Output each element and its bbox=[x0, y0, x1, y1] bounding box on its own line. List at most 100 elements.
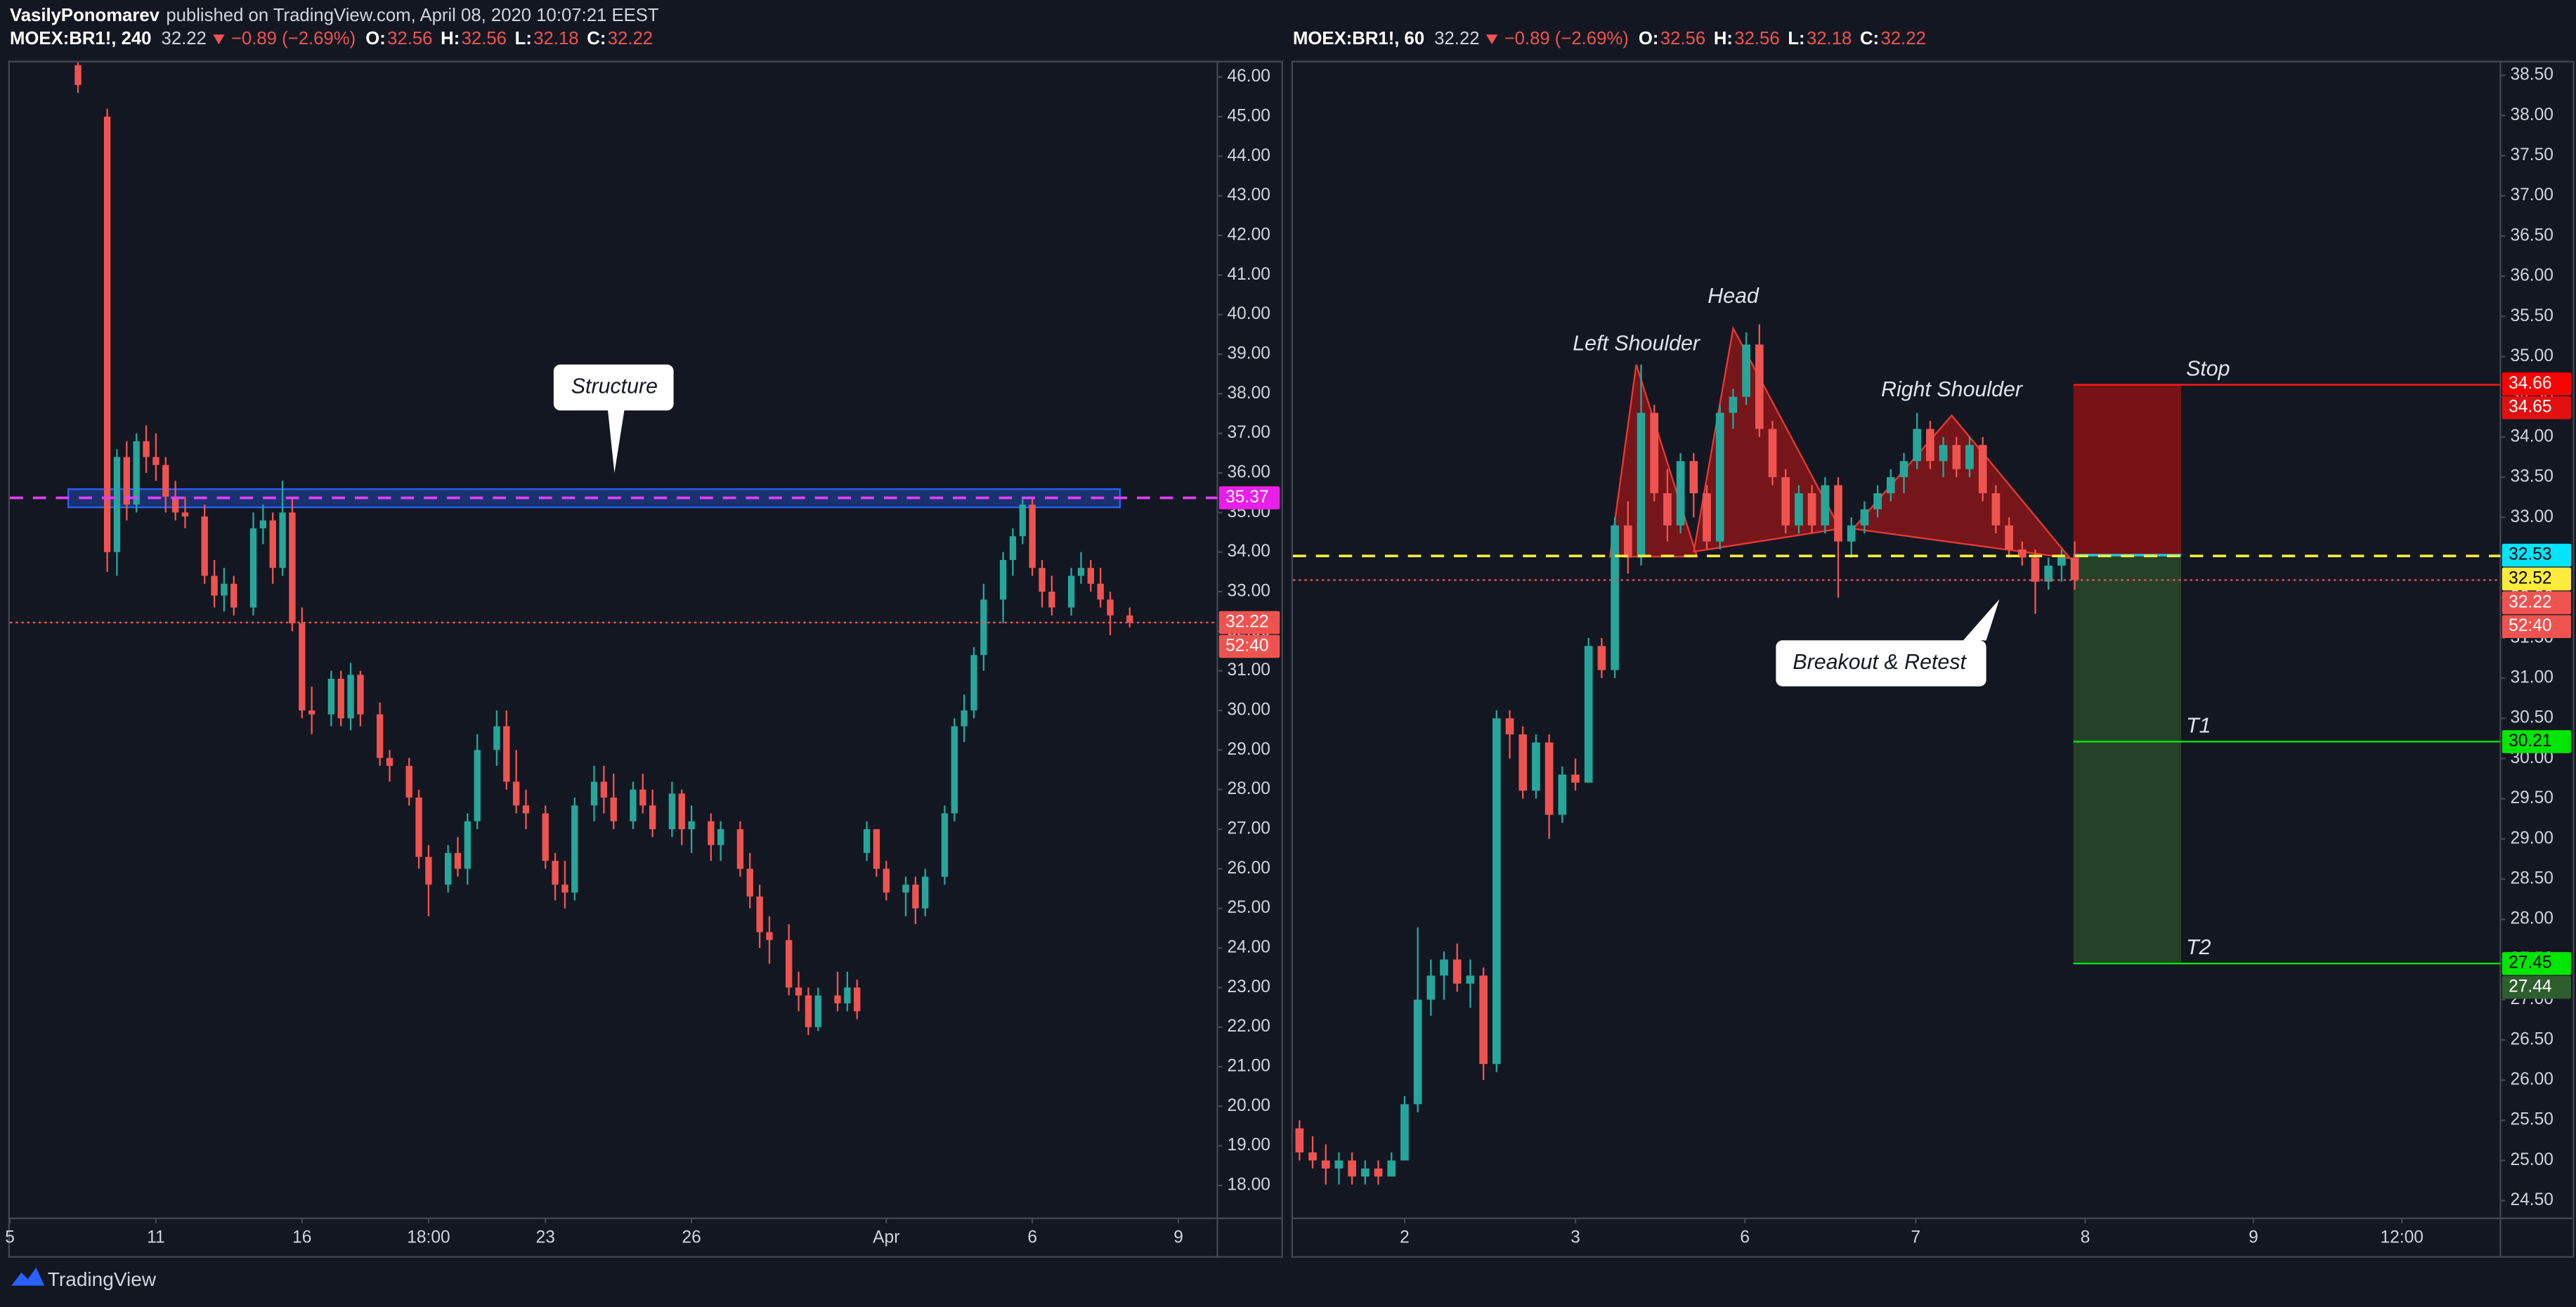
last-price: 32.22 bbox=[1434, 29, 1479, 48]
price-label-box bbox=[2502, 396, 2571, 420]
price-label-box bbox=[1218, 611, 1280, 635]
y-tick-label: 25.50 bbox=[2510, 1110, 2553, 1129]
candle-body bbox=[289, 512, 296, 624]
candle-body bbox=[688, 821, 695, 830]
candle-body bbox=[386, 757, 393, 766]
ohlc-value: 32.22 bbox=[1880, 29, 1925, 48]
price-label: 32.22 bbox=[2509, 592, 2551, 611]
structure-callout bbox=[553, 364, 674, 473]
candle-body bbox=[181, 512, 189, 516]
y-tick-label: 46.00 bbox=[1227, 67, 1270, 86]
candle-body bbox=[1440, 959, 1448, 976]
target-zone bbox=[2073, 555, 2182, 964]
candle-body bbox=[912, 884, 919, 909]
candle-body bbox=[1518, 734, 1528, 791]
candle-body bbox=[1939, 445, 1948, 462]
candle-body bbox=[1676, 461, 1685, 526]
candle-body bbox=[678, 793, 685, 830]
candle-body bbox=[347, 675, 354, 719]
down-arrow bbox=[1485, 34, 1498, 45]
candle-body bbox=[610, 797, 617, 821]
candle-body bbox=[1952, 445, 1961, 469]
candle-body bbox=[1126, 615, 1133, 623]
candle-body bbox=[1571, 774, 1580, 783]
candle-body bbox=[1544, 742, 1554, 815]
brand: TradingView bbox=[11, 1267, 157, 1290]
candle-body bbox=[454, 852, 462, 869]
candle-body bbox=[795, 987, 802, 996]
candle-body bbox=[736, 829, 744, 869]
candle-body bbox=[503, 726, 510, 782]
candle-body bbox=[1505, 718, 1514, 735]
ohlc-key: H: bbox=[1714, 29, 1733, 48]
y-tick-label: 18.00 bbox=[1227, 1176, 1270, 1195]
candle-body bbox=[561, 884, 568, 893]
y-tick-label: 26.50 bbox=[2510, 1029, 2553, 1048]
candle-body bbox=[249, 528, 257, 608]
y-tick-label: 29.50 bbox=[2510, 788, 2553, 807]
candle-body bbox=[464, 821, 471, 869]
ohlc-value: 32.22 bbox=[608, 29, 653, 48]
candle-body bbox=[970, 655, 977, 711]
candle-body bbox=[1413, 999, 1422, 1105]
candle-body bbox=[123, 457, 131, 505]
y-tick-label: 29.00 bbox=[2510, 828, 2553, 847]
candle-body bbox=[999, 559, 1007, 600]
candle-body bbox=[259, 520, 267, 528]
y-tick-label: 26.00 bbox=[1227, 859, 1270, 878]
candle-body bbox=[805, 995, 812, 1027]
candle-body bbox=[113, 457, 121, 552]
ohlc-key: C: bbox=[587, 29, 606, 48]
candle-body bbox=[1611, 525, 1619, 670]
overlay: Structure Left Shoulder Head Right Shoul… bbox=[553, 284, 2230, 959]
candle-body bbox=[1650, 412, 1659, 493]
candle-body bbox=[1623, 525, 1632, 558]
head-label: Head bbox=[1707, 284, 1759, 308]
price-label: 34.66 bbox=[2509, 374, 2551, 393]
candle-body bbox=[1637, 412, 1646, 558]
ohlc-key: O: bbox=[365, 29, 386, 48]
price-label-box bbox=[1218, 486, 1280, 509]
change: −0.89 (−2.69%) bbox=[1504, 29, 1629, 48]
candle-body bbox=[639, 789, 646, 806]
x-tick-label: 26 bbox=[682, 1228, 701, 1247]
head-shape bbox=[1693, 325, 1842, 553]
change: −0.89 (−2.69%) bbox=[231, 29, 356, 48]
candle-body bbox=[941, 813, 949, 877]
candle-body bbox=[1899, 461, 1908, 478]
ohlc-value: 32.18 bbox=[1807, 29, 1852, 48]
y-tick-label: 42.00 bbox=[1227, 225, 1270, 244]
y-tick-label: 38.50 bbox=[2510, 65, 2553, 84]
candle-body bbox=[1860, 509, 1869, 526]
candle-body bbox=[171, 496, 179, 513]
ohlc-key: L: bbox=[1788, 29, 1804, 48]
candle-body bbox=[834, 995, 841, 1003]
candle-body bbox=[746, 869, 753, 897]
breakout-label: Breakout & Retest bbox=[1793, 650, 1967, 674]
candle-body bbox=[74, 65, 82, 85]
y-tick-label: 33.00 bbox=[1227, 582, 1270, 601]
candle-body bbox=[756, 896, 763, 932]
candle-body bbox=[1873, 493, 1882, 509]
candle-body bbox=[1334, 1160, 1344, 1169]
candle-body bbox=[542, 813, 549, 861]
candle-body bbox=[221, 583, 228, 596]
x-tick-label: 11 bbox=[147, 1228, 164, 1247]
candle-body bbox=[1029, 505, 1036, 568]
candle-body bbox=[1663, 493, 1672, 526]
target-label: T1 bbox=[2186, 713, 2211, 737]
x-tick-label: 6 bbox=[1740, 1228, 1750, 1247]
candle-body bbox=[1768, 429, 1777, 478]
candle-body bbox=[2017, 550, 2027, 558]
ohlc-value: 32.56 bbox=[387, 29, 432, 48]
y-tick-label: 37.50 bbox=[2510, 145, 2553, 164]
candle-body bbox=[1426, 975, 1436, 1000]
candle-body bbox=[1466, 975, 1475, 984]
x-tick-label: 18:00 bbox=[407, 1228, 450, 1247]
candle-body bbox=[902, 884, 909, 893]
y-tick-label: 30.50 bbox=[2510, 708, 2553, 727]
stop-label: Stop bbox=[2186, 357, 2230, 381]
x-tick-label: 7 bbox=[1911, 1228, 1921, 1247]
